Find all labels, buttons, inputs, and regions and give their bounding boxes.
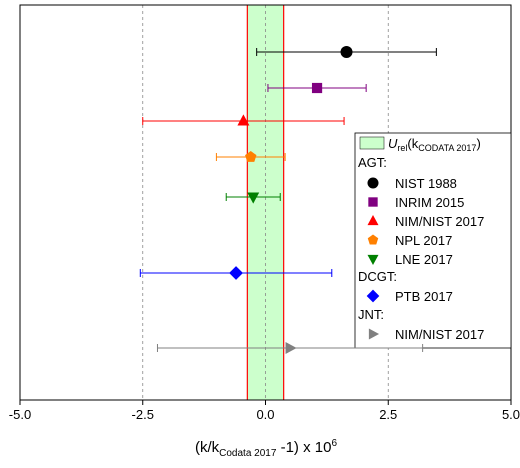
marker xyxy=(311,82,323,94)
marker xyxy=(367,234,379,245)
x-tick-label: -2.5 xyxy=(132,407,154,422)
legend-group-label: DCGT: xyxy=(358,269,397,284)
marker xyxy=(366,289,380,303)
legend-band-label-part: ) xyxy=(476,136,480,151)
marker xyxy=(245,151,257,162)
legend-label: NIM/NIST 2017 xyxy=(395,214,484,229)
legend-band-label-part: CODATA 2017 xyxy=(418,143,476,153)
legend-box xyxy=(354,132,512,349)
legend-label: NIST 1988 xyxy=(395,176,457,191)
marker xyxy=(368,197,378,207)
x-axis-label-part: 6 xyxy=(331,438,337,449)
legend-band-label-part: (k xyxy=(407,136,418,151)
x-axis-label-part: -1) x 10 xyxy=(276,439,331,456)
marker xyxy=(285,342,297,354)
marker xyxy=(368,328,380,340)
marker xyxy=(367,214,379,226)
marker xyxy=(247,192,260,204)
legend-band-label-part: rel xyxy=(397,143,407,153)
marker xyxy=(229,266,243,280)
legend-band-label-part: U xyxy=(388,136,398,151)
legend-label: LNE 2017 xyxy=(395,252,453,267)
legend-label: NIM/NIST 2017 xyxy=(395,327,484,342)
marker xyxy=(340,46,353,58)
x-tick-label: 2.5 xyxy=(379,407,397,422)
legend-label: PTB 2017 xyxy=(395,289,453,304)
x-tick-label: 0.0 xyxy=(256,407,274,422)
x-axis-label: (k/kCodata 2017 -1) x 106 xyxy=(195,438,337,459)
legend-band-label: Urel(kCODATA 2017) xyxy=(388,136,481,153)
legend-label: NPL 2017 xyxy=(395,233,452,248)
marker xyxy=(367,254,379,266)
x-tick-label: -5.0 xyxy=(9,407,31,422)
marker xyxy=(237,114,250,126)
x-axis-label-part: (k/k xyxy=(195,439,220,456)
x-axis-label-part: Codata 2017 xyxy=(219,448,277,459)
legend-band-swatch xyxy=(359,136,385,150)
legend-group-label: AGT: xyxy=(358,155,387,170)
marker xyxy=(367,177,379,189)
legend-group-label: JNT: xyxy=(358,307,384,322)
legend-label: INRIM 2015 xyxy=(395,195,464,210)
x-tick-label: 5.0 xyxy=(502,407,520,422)
